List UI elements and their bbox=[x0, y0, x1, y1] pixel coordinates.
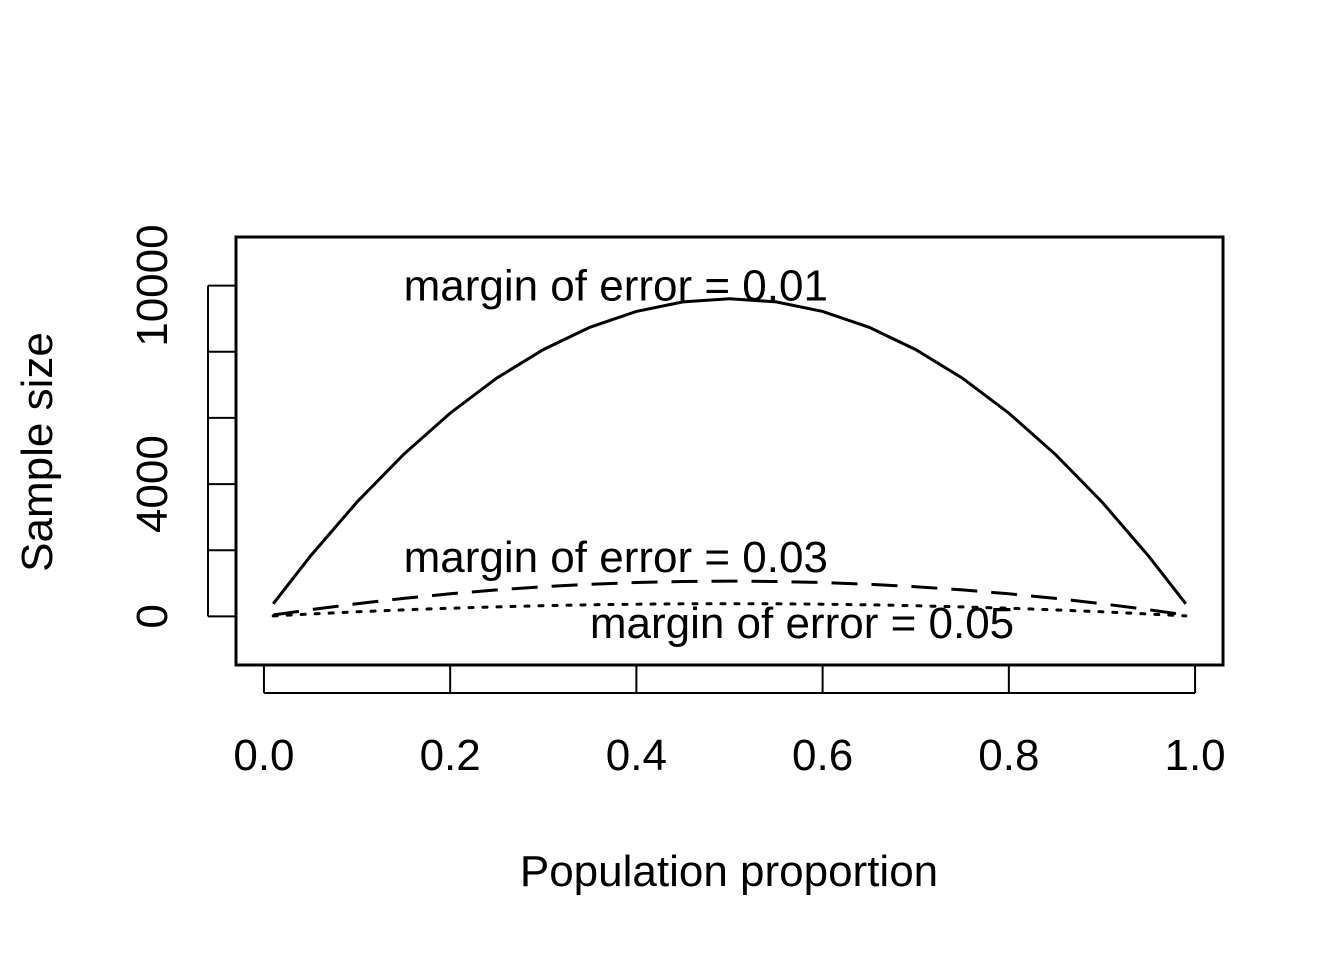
x-tick-label: 0.0 bbox=[233, 731, 294, 780]
y-axis-title: Sample size bbox=[13, 332, 62, 572]
annotations: margin of error = 0.01 margin of error = … bbox=[404, 262, 1015, 648]
x-axis: 0.0 0.2 0.4 0.6 0.8 1.0 bbox=[233, 666, 1226, 780]
annotation-label: margin of error = 0.01 bbox=[404, 262, 828, 311]
x-tick-label: 0.8 bbox=[978, 731, 1039, 780]
annotation-label: margin of error = 0.03 bbox=[404, 533, 828, 582]
y-tick-label: 4000 bbox=[128, 435, 177, 533]
curves bbox=[271, 297, 1188, 618]
annotation-label: margin of error = 0.05 bbox=[590, 599, 1014, 648]
x-tick-label: 0.2 bbox=[420, 731, 481, 780]
plot-frame bbox=[234, 235, 1225, 667]
x-tick-label: 1.0 bbox=[1164, 731, 1225, 780]
y-tick-label: 10000 bbox=[128, 224, 177, 346]
x-tick-label: 0.4 bbox=[606, 731, 667, 780]
y-axis: 0 4000 10000 bbox=[128, 224, 236, 629]
y-tick-label: 0 bbox=[128, 604, 177, 628]
x-tick-label: 0.6 bbox=[792, 731, 853, 780]
x-axis-title: Population proportion bbox=[520, 847, 938, 896]
series-line-solid bbox=[272, 297, 1187, 605]
series-line-dashed bbox=[272, 579, 1187, 617]
